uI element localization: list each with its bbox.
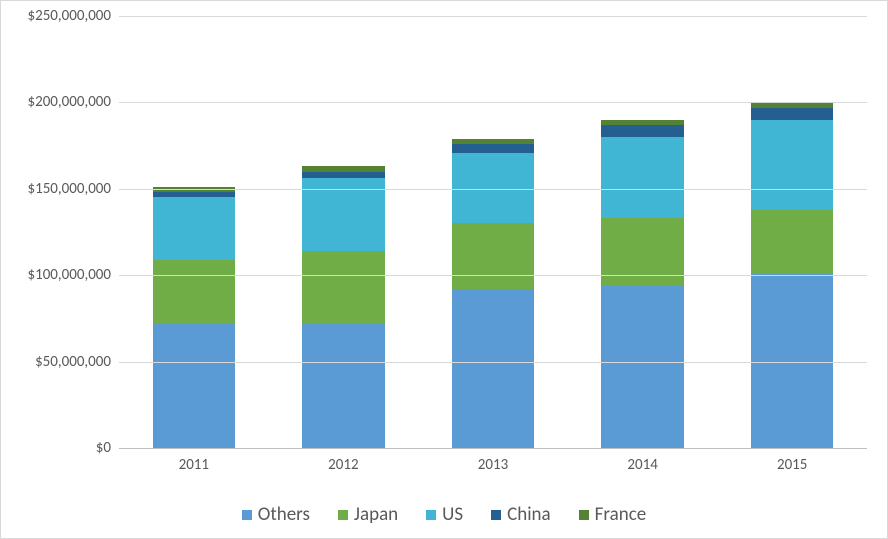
bar-segment-china bbox=[302, 172, 384, 179]
bar-segment-china bbox=[153, 192, 235, 197]
legend-swatch-japan bbox=[338, 510, 348, 520]
bar-segment-france bbox=[452, 139, 534, 144]
y-axis-tick-label: $50,000,000 bbox=[35, 353, 119, 371]
legend-swatch-others bbox=[242, 510, 252, 520]
x-axis-tick-label: 2013 bbox=[478, 448, 508, 474]
bar-stack bbox=[601, 16, 683, 448]
bar-segment-france bbox=[302, 166, 384, 171]
bar-segment-japan bbox=[452, 223, 534, 289]
legend-item-japan: Japan bbox=[338, 503, 398, 526]
bar-stack bbox=[751, 16, 833, 448]
legend-swatch-france bbox=[579, 510, 589, 520]
bar-segment-us bbox=[153, 197, 235, 259]
x-axis-tick-label: 2012 bbox=[328, 448, 358, 474]
y-axis-tick-label: $0 bbox=[96, 439, 119, 457]
bar-segment-japan bbox=[751, 210, 833, 274]
legend-swatch-us bbox=[426, 510, 436, 520]
y-axis-tick-label: $250,000,000 bbox=[27, 7, 119, 25]
x-axis-tick-label: 2011 bbox=[179, 448, 209, 474]
bar-segment-others bbox=[452, 289, 534, 448]
bar-stack bbox=[153, 16, 235, 448]
legend-item-france: France bbox=[579, 503, 647, 526]
bar-segment-japan bbox=[302, 251, 384, 324]
y-axis-tick-label: $200,000,000 bbox=[27, 93, 119, 111]
bar-segment-others bbox=[302, 324, 384, 448]
y-axis-tick-label: $150,000,000 bbox=[27, 180, 119, 198]
chart-frame: $0 $50,000,000 $100,000,000 $150,000,000 $20… bbox=[0, 0, 888, 539]
plot-area: $0$50,000,000$100,000,000$150,000,000$20… bbox=[119, 16, 867, 448]
legend: Others Japan US China France bbox=[1, 503, 887, 526]
gridline bbox=[119, 16, 867, 17]
gridline bbox=[119, 102, 867, 103]
gridline bbox=[119, 189, 867, 190]
bar-segment-china bbox=[452, 144, 534, 153]
x-axis-tick-label: 2015 bbox=[777, 448, 807, 474]
bar-segment-france bbox=[601, 120, 683, 125]
bar-segment-us bbox=[751, 120, 833, 210]
bar-stack bbox=[452, 16, 534, 448]
legend-item-china: China bbox=[491, 503, 551, 526]
legend-label: France bbox=[595, 503, 647, 526]
gridline bbox=[119, 362, 867, 363]
bar-stack bbox=[302, 16, 384, 448]
bar-segment-others bbox=[601, 286, 683, 448]
bar-segment-japan bbox=[153, 260, 235, 324]
legend-swatch-china bbox=[491, 510, 501, 520]
bar-segment-china bbox=[751, 108, 833, 120]
gridline bbox=[119, 275, 867, 276]
bar-segment-us bbox=[601, 137, 683, 218]
x-axis-tick-label: 2014 bbox=[627, 448, 657, 474]
legend-label: Others bbox=[258, 503, 310, 526]
y-axis-tick-label: $100,000,000 bbox=[27, 266, 119, 284]
legend-label: China bbox=[507, 503, 551, 526]
legend-label: Japan bbox=[354, 503, 398, 526]
legend-item-others: Others bbox=[242, 503, 310, 526]
legend-item-us: US bbox=[426, 503, 463, 526]
bars-layer bbox=[119, 16, 867, 448]
bar-segment-others bbox=[153, 324, 235, 448]
legend-label: US bbox=[442, 503, 463, 526]
bar-segment-china bbox=[601, 125, 683, 137]
